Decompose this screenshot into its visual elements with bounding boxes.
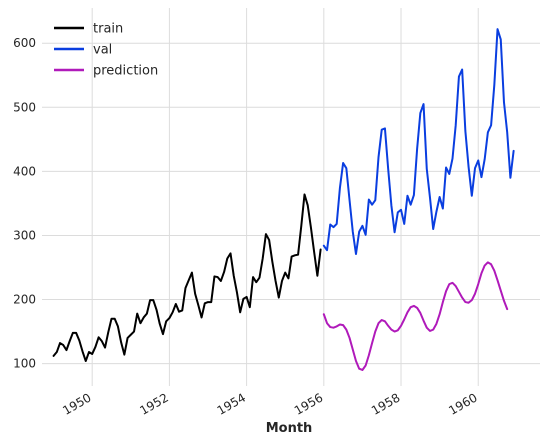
legend-label-val: val bbox=[93, 43, 112, 58]
y-tick-label: 100 bbox=[13, 357, 36, 371]
legend-label-train: train bbox=[93, 22, 123, 37]
legend: train val prediction bbox=[54, 22, 158, 79]
series-line-train bbox=[52, 193, 322, 363]
series-line-prediction bbox=[322, 261, 509, 371]
series-group bbox=[52, 28, 515, 371]
y-tick-label: 400 bbox=[13, 164, 36, 178]
y-tick-label: 300 bbox=[13, 228, 36, 242]
x-axis-title: Month bbox=[266, 421, 313, 436]
y-tick-label: 600 bbox=[13, 36, 36, 50]
series-line-val bbox=[322, 28, 515, 256]
y-tick-label: 500 bbox=[13, 100, 36, 114]
grid bbox=[42, 8, 540, 386]
legend-label-prediction: prediction bbox=[93, 64, 158, 79]
y-tick-label: 200 bbox=[13, 293, 36, 307]
